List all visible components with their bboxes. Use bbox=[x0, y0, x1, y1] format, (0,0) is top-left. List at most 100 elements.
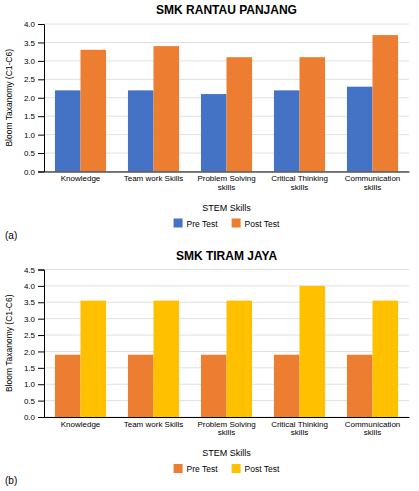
tick-mark bbox=[38, 368, 44, 369]
legend-swatch bbox=[174, 464, 183, 473]
tick: Team work Skills bbox=[124, 174, 184, 183]
tick-mark bbox=[38, 61, 44, 62]
tick-label: Knowledge bbox=[61, 174, 101, 183]
axis-line bbox=[38, 270, 45, 418]
tick-label: 3.0 bbox=[24, 57, 36, 66]
bar bbox=[128, 90, 154, 171]
tick: Critical Thinkingskills bbox=[271, 420, 328, 438]
tick: 3.0 bbox=[24, 57, 44, 66]
bar bbox=[128, 355, 154, 417]
tick-mark bbox=[38, 24, 44, 25]
bar bbox=[373, 35, 399, 171]
bar bbox=[55, 90, 81, 171]
tick-label: 4.5 bbox=[24, 266, 36, 275]
tick-mark bbox=[38, 79, 44, 80]
tick: 3.5 bbox=[24, 38, 44, 47]
legend-item: Pre Test bbox=[174, 219, 219, 229]
tick-label: 2.5 bbox=[24, 331, 36, 340]
tick-label: 2.0 bbox=[24, 348, 36, 357]
tick: 2.0 bbox=[24, 348, 44, 357]
panel-label: (b) bbox=[5, 475, 17, 486]
tick-label: 3.5 bbox=[24, 298, 36, 307]
grid-line bbox=[44, 285, 409, 286]
tick-mark bbox=[38, 98, 44, 99]
tick-mark bbox=[38, 384, 44, 385]
tick-label: 0.0 bbox=[24, 413, 36, 422]
tick: 0.0 bbox=[24, 413, 44, 422]
tick-label: Communicationskills bbox=[345, 420, 401, 438]
legend-item: Post Test bbox=[232, 464, 280, 474]
tick: 1.5 bbox=[24, 364, 44, 373]
bar bbox=[347, 355, 373, 417]
tick-label: 1.5 bbox=[24, 364, 36, 373]
plot-area bbox=[55, 35, 398, 171]
tick-label: Critical Thinkingskills bbox=[271, 174, 328, 192]
chart-figure: 0.0 0.5 1.0 1.5 2.0 2.5 3.0 3.5 4.0 Knowledge Team… bbox=[0, 0, 419, 491]
tick: Knowledge bbox=[61, 420, 101, 429]
tick: Team work Skills bbox=[124, 420, 184, 429]
tick-mark bbox=[38, 319, 44, 320]
bar bbox=[55, 355, 81, 417]
legend-label: Pre Test bbox=[187, 219, 219, 229]
tick-label: 4.0 bbox=[24, 282, 36, 291]
tick: 4.5 bbox=[24, 266, 44, 275]
tick-label: Problem Solvingskills bbox=[197, 174, 255, 192]
tick: 4.0 bbox=[24, 282, 44, 291]
tick-label: 2.5 bbox=[24, 75, 36, 84]
tick-mark bbox=[38, 302, 44, 303]
tick-label: 0.5 bbox=[24, 397, 36, 406]
tick-label: Team work Skills bbox=[124, 420, 184, 429]
legend-item: Pre Test bbox=[174, 464, 219, 474]
tick: 3.5 bbox=[24, 298, 44, 307]
y-axis-title: Bloom Taxanomy (C1-C6) bbox=[4, 49, 14, 147]
tick: 2.5 bbox=[24, 331, 44, 340]
chart-panel: 0.0 0.5 1.0 1.5 2.0 2.5 3.0 3.5 4.0 4.5 Knowledge T… bbox=[4, 249, 410, 487]
bar-series bbox=[81, 35, 399, 171]
bar bbox=[201, 355, 227, 417]
tick-label: 0.0 bbox=[24, 168, 36, 177]
axis-line bbox=[38, 25, 45, 173]
tick-label: Knowledge bbox=[61, 420, 101, 429]
tick-label: 0.5 bbox=[24, 149, 36, 158]
axis-line bbox=[45, 417, 410, 418]
legend-swatch bbox=[232, 219, 241, 228]
tick-mark bbox=[38, 351, 44, 352]
bar bbox=[227, 57, 253, 171]
legend-label: Pre Test bbox=[187, 464, 219, 474]
bar bbox=[81, 50, 107, 172]
tick: 1.5 bbox=[24, 112, 44, 121]
tick-mark bbox=[38, 172, 44, 173]
grid-line bbox=[44, 24, 409, 25]
tick: Problem Solvingskills bbox=[197, 174, 255, 192]
bar bbox=[373, 301, 399, 417]
tick: 1.0 bbox=[24, 380, 44, 389]
bar bbox=[274, 90, 300, 171]
tick-label: Communicationskills bbox=[345, 174, 401, 192]
tick: Critical Thinkingskills bbox=[271, 174, 328, 192]
plot-area bbox=[55, 286, 398, 417]
x-axis-title: STEM Skills bbox=[202, 203, 251, 213]
tick-label: Problem Solvingskills bbox=[197, 420, 255, 438]
tick: 4.0 bbox=[24, 20, 44, 29]
tick: 0.0 bbox=[24, 168, 44, 177]
tick: Problem Solvingskills bbox=[197, 420, 255, 438]
bar bbox=[274, 355, 300, 417]
tick-mark bbox=[38, 417, 44, 418]
tick-mark bbox=[38, 401, 44, 402]
grid bbox=[44, 270, 409, 418]
grid-line bbox=[44, 269, 409, 270]
tick-label: 1.5 bbox=[24, 112, 36, 121]
tick-label: 3.5 bbox=[24, 38, 36, 47]
tick: 3.0 bbox=[24, 315, 44, 324]
tick-mark bbox=[38, 335, 44, 336]
chart-panel: 0.00.51.01.52.02.53.03.54.0KnowledgeTeam… bbox=[4, 3, 410, 241]
tick: Communicationskills bbox=[345, 420, 401, 438]
tick-label: Critical Thinkingskills bbox=[271, 420, 328, 438]
x-axis: Knowledge Team work Skills Problem Solving… bbox=[45, 418, 410, 438]
title: SMK TIRAM JAYA bbox=[176, 249, 277, 263]
tick-label: 3.0 bbox=[24, 315, 36, 324]
legend-label: Post Test bbox=[245, 219, 280, 229]
bar bbox=[201, 94, 227, 171]
bar bbox=[300, 286, 326, 417]
tick: Communicationskills bbox=[345, 174, 401, 192]
